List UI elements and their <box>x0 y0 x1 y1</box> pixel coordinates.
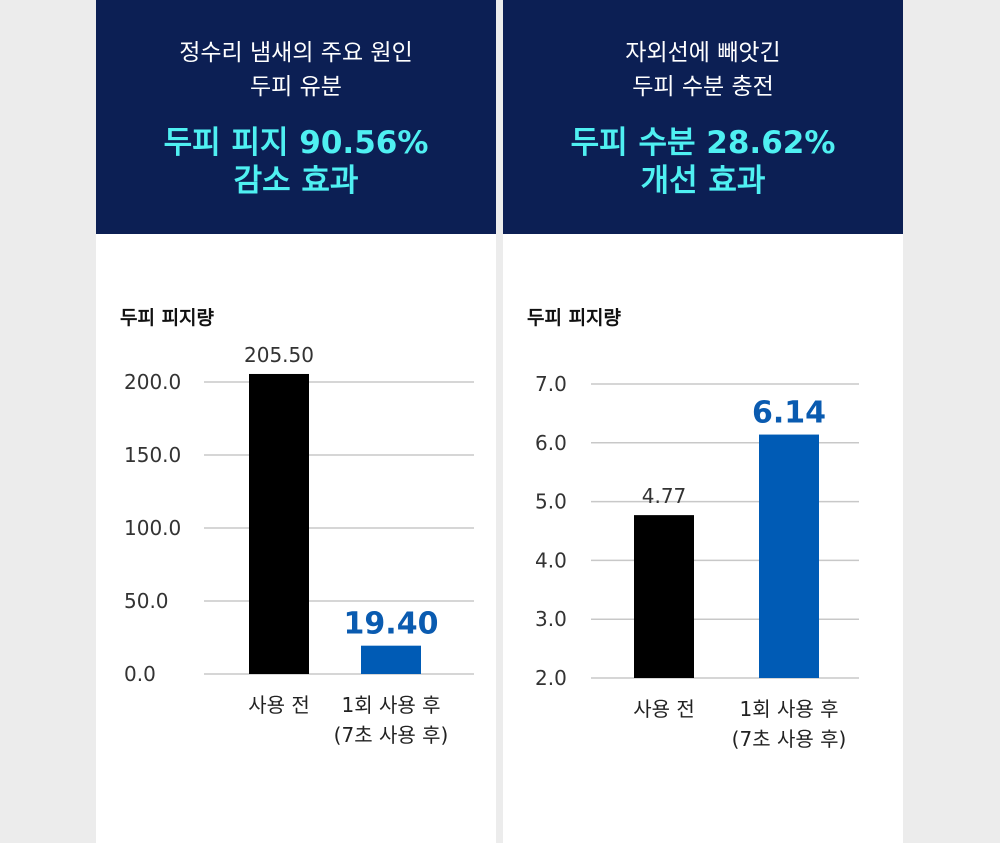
right-subtitle: 자외선에 빼앗긴 두피 수분 충전 <box>503 36 903 104</box>
right-bar-chart: 7.0 6.0 5.0 4.0 3.0 2.0 4.77 사용 전 6.14 1회 사용 후 (7초… <box>535 372 859 751</box>
left-bar-chart: 200.0 150.0 100.0 50.0 0.0 205.50 사용 전 19.40 1회 … <box>124 343 474 747</box>
left-highlight: 두피 피지 90.56% 감소 효과 <box>96 124 496 200</box>
left-value-label-before: 205.50 <box>244 343 314 367</box>
right-y-tick-label: 7.0 <box>535 372 567 396</box>
left-bar-before <box>249 373 309 674</box>
right-y-tick-label: 6.0 <box>535 431 567 455</box>
left-panel: 정수리 냄새의 주요 원인 두피 유분 두피 피지 90.56% 감소 효과 두… <box>96 0 496 843</box>
left-category-label: 1회 사용 후 <box>341 693 440 717</box>
left-subtitle-line2: 두피 유분 <box>250 74 342 100</box>
left-value-label-after: 19.40 <box>344 607 439 642</box>
right-category-label: 사용 전 <box>633 697 695 721</box>
left-y-tick-label: 50.0 <box>124 589 169 613</box>
right-header: 자외선에 빼앗긴 두피 수분 충전 두피 수분 28.62% 개선 효과 <box>503 0 903 234</box>
right-y-tick-label: 2.0 <box>535 666 567 690</box>
left-bar-after <box>361 645 421 674</box>
right-value-label-before: 4.77 <box>642 484 687 508</box>
left-category-label: (7초 사용 후) <box>334 723 449 747</box>
right-bar-after <box>759 434 819 678</box>
right-value-label-after: 6.14 <box>752 396 826 431</box>
right-subtitle-line1: 자외선에 빼앗긴 <box>625 40 781 66</box>
left-y-tick-label: 200.0 <box>124 370 181 394</box>
left-highlight-line2: 감소 효과 <box>233 163 359 199</box>
left-subtitle: 정수리 냄새의 주요 원인 두피 유분 <box>96 36 496 104</box>
left-chart-title: 두피 피지량 <box>120 307 215 329</box>
right-panel: 자외선에 빼앗긴 두피 수분 충전 두피 수분 28.62% 개선 효과 두피 … <box>503 0 903 843</box>
left-highlight-line1: 두피 피지 90.56% <box>163 125 429 161</box>
right-y-tick-label: 3.0 <box>535 607 567 631</box>
left-y-tick-label: 100.0 <box>124 516 181 540</box>
left-y-tick-label: 0.0 <box>124 662 156 686</box>
right-y-tick-label: 4.0 <box>535 548 567 572</box>
right-highlight: 두피 수분 28.62% 개선 효과 <box>503 124 903 200</box>
right-y-tick-label: 5.0 <box>535 490 567 514</box>
right-highlight-line1: 두피 수분 28.62% <box>570 125 836 161</box>
left-header: 정수리 냄새의 주요 원인 두피 유분 두피 피지 90.56% 감소 효과 <box>96 0 496 234</box>
left-subtitle-line1: 정수리 냄새의 주요 원인 <box>179 40 413 66</box>
right-category-label: 1회 사용 후 <box>739 697 838 721</box>
right-highlight-line2: 개선 효과 <box>640 163 766 199</box>
right-category-label: (7초 사용 후) <box>732 727 847 751</box>
right-subtitle-line2: 두피 수분 충전 <box>632 74 774 100</box>
left-y-tick-label: 150.0 <box>124 443 181 467</box>
left-category-label: 사용 전 <box>248 693 310 717</box>
right-chart-title: 두피 피지량 <box>527 307 622 329</box>
right-bar-before <box>634 515 694 678</box>
